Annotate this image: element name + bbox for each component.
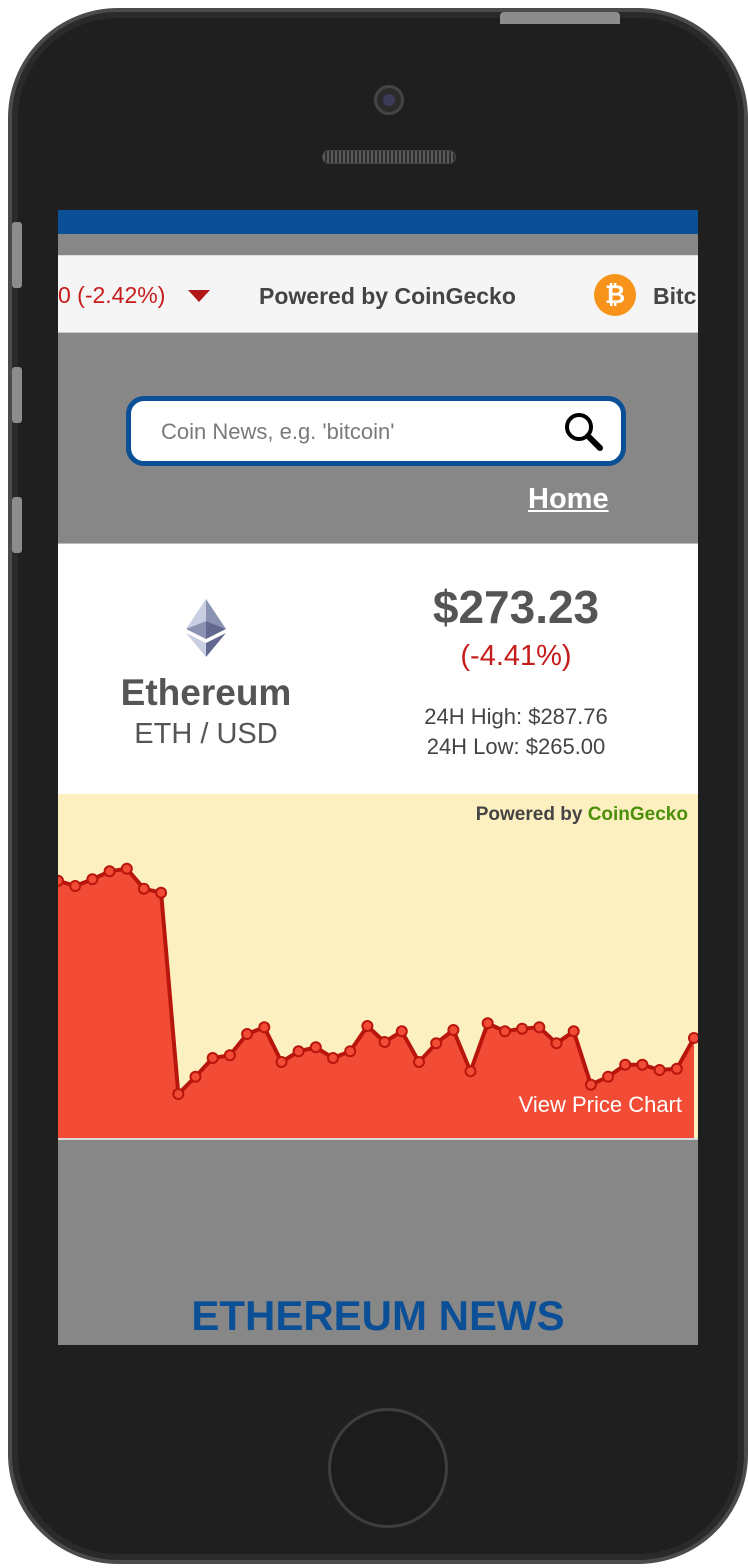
ticker-change: 0 (-2.42%)	[58, 282, 166, 308]
chart-point	[567, 1025, 580, 1038]
power-button	[500, 12, 620, 24]
chart-point	[550, 1037, 563, 1050]
chart-point	[309, 1041, 322, 1054]
volume-up-button	[12, 367, 22, 423]
chart-point	[344, 1045, 357, 1058]
chart-point	[498, 1025, 511, 1038]
chart-point	[688, 1032, 698, 1044]
mute-switch	[12, 222, 22, 288]
chart-point	[258, 1021, 271, 1034]
chart-point	[516, 1022, 529, 1035]
chart-point	[223, 1049, 236, 1062]
screen: 0 (-2.42%) Powered by CoinGecko ₿ Bitc H…	[58, 210, 698, 1345]
chart-point	[189, 1070, 202, 1083]
chart-point	[120, 862, 133, 875]
chart-point	[447, 1024, 460, 1036]
coin-24h-low: 24H Low: $265.00	[426, 734, 606, 759]
price-chart-svg	[58, 862, 698, 1138]
chart-point	[103, 865, 116, 878]
chart-point	[670, 1062, 683, 1075]
coin-24h-high: 24H High: $287.76	[424, 704, 608, 729]
chart-point	[361, 1020, 374, 1032]
view-price-chart-link[interactable]: View Price Chart	[518, 1092, 682, 1117]
chart-point	[241, 1028, 254, 1040]
ticker-coin-name[interactable]: Bitc	[653, 283, 697, 309]
chart-point	[481, 1017, 494, 1030]
chart-powered-by[interactable]: Powered by CoinGecko	[476, 804, 688, 826]
chart-point	[378, 1036, 391, 1048]
chart-point	[155, 886, 168, 899]
home-link[interactable]: Home	[528, 483, 609, 515]
chart-point	[172, 1088, 185, 1100]
search-icon[interactable]	[561, 409, 607, 455]
chart-point	[602, 1070, 615, 1083]
coin-pair: ETH / USD	[134, 718, 278, 750]
coin-name: Ethereum	[120, 672, 292, 713]
chart-point	[292, 1045, 305, 1058]
chart-point	[327, 1052, 339, 1064]
coin-change: (-4.41%)	[460, 640, 572, 672]
chart-point	[413, 1056, 425, 1068]
chart-point	[395, 1025, 408, 1038]
bitcoin-icon: ₿	[594, 274, 636, 316]
coin-price: $273.23	[432, 581, 600, 633]
chart-point	[636, 1058, 649, 1071]
chart-powered-prefix: Powered by	[475, 804, 583, 825]
front-camera	[374, 85, 404, 115]
chart-point	[584, 1078, 597, 1091]
chart-point	[137, 882, 150, 895]
home-hardware-button[interactable]	[328, 1408, 448, 1528]
chart-point	[69, 880, 82, 892]
down-arrow-icon	[188, 290, 210, 302]
chart-point	[86, 873, 99, 886]
search-box	[126, 396, 626, 466]
chart-point	[275, 1056, 288, 1068]
chart-series-line	[58, 866, 696, 1096]
coin-summary: Ethereum ETH / USD $273.23 (-4.41%) 24H …	[58, 543, 698, 795]
news-section-title: ETHEREUM NEWS	[191, 1292, 565, 1339]
chart-point	[464, 1065, 477, 1078]
top-bar	[58, 210, 698, 234]
chart-point	[533, 1021, 546, 1034]
search-input[interactable]	[161, 414, 541, 450]
ethereum-icon	[186, 599, 226, 657]
chart-area-fill	[58, 868, 694, 1138]
chart-point	[206, 1052, 219, 1064]
chart-powered-brand: CoinGecko	[587, 804, 688, 825]
ticker-powered-by[interactable]: Powered by CoinGecko	[259, 283, 516, 309]
price-chart[interactable]: Powered by CoinGecko View Price Chart	[58, 794, 698, 1140]
chart-point	[653, 1064, 666, 1076]
price-ticker[interactable]: 0 (-2.42%) Powered by CoinGecko ₿ Bitc	[58, 255, 698, 333]
chart-point	[430, 1037, 443, 1050]
volume-down-button	[12, 497, 22, 553]
chart-point	[619, 1058, 632, 1071]
chart-point	[58, 874, 64, 887]
earpiece-speaker	[322, 150, 456, 164]
